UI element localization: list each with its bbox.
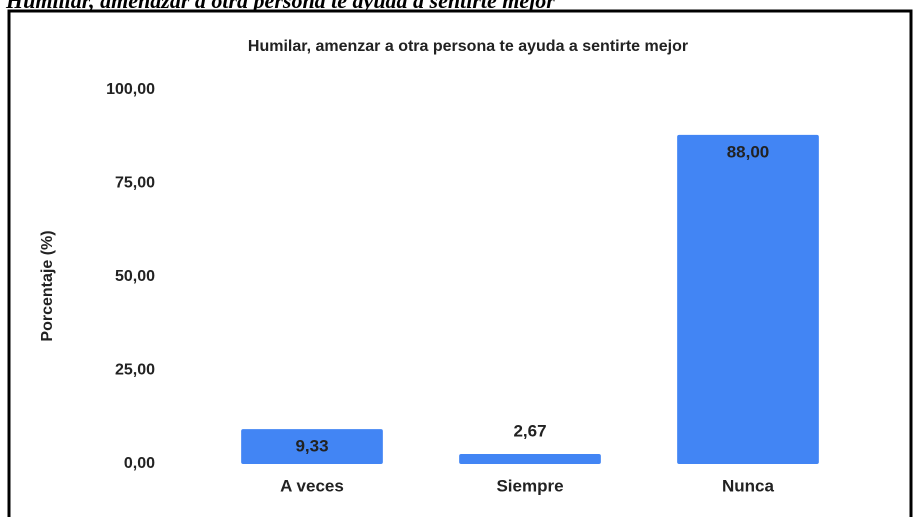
x-tick-label: A veces <box>280 476 344 495</box>
y-tick-label: 75,00 <box>115 175 155 192</box>
bar <box>677 134 819 464</box>
y-axis-label: Porcentaje (%) <box>39 230 56 341</box>
x-tick-label: Siempre <box>496 476 563 495</box>
x-tick-label: Nunca <box>722 476 775 495</box>
y-tick-label: 0,00 <box>124 455 155 472</box>
value-label: 2,67 <box>513 421 546 440</box>
y-tick-label: 100,00 <box>106 81 155 98</box>
chart-title: Humilar, amenzar a otra persona te ayuda… <box>248 38 688 55</box>
bar <box>241 429 383 464</box>
bar <box>459 454 601 464</box>
y-tick-label: 50,00 <box>115 268 155 285</box>
value-label: 9,33 <box>295 437 328 456</box>
value-label: 88,00 <box>727 142 770 161</box>
y-tick-label: 25,00 <box>115 362 155 379</box>
